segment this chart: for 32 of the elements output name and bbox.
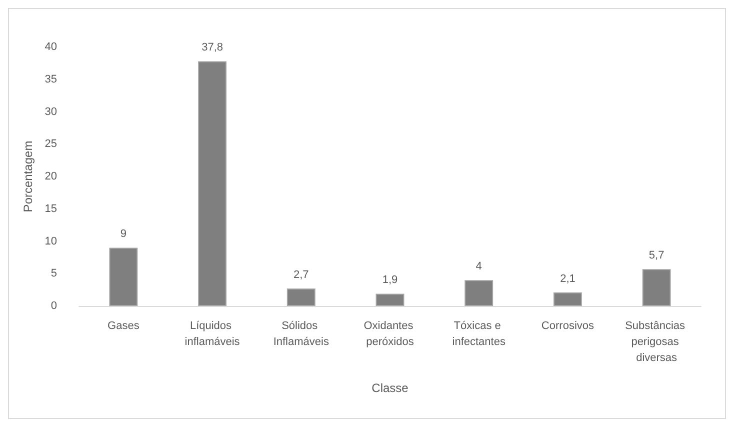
x-tick-label: Tóxicas e infectantes xyxy=(452,320,506,348)
bar xyxy=(286,288,316,306)
y-axis-title: Porcentagem xyxy=(20,140,35,212)
data-label: 4 xyxy=(476,260,482,273)
bar xyxy=(376,294,404,306)
y-tick-label: 5 xyxy=(50,268,57,280)
data-label: 37,8 xyxy=(202,42,223,54)
x-tick-label: Substâncias perigosas diversas xyxy=(625,320,688,364)
y-tick-label: 15 xyxy=(44,202,57,215)
y-tick-label: 40 xyxy=(44,41,57,53)
data-label: 5,7 xyxy=(648,250,664,262)
y-tick-label: 10 xyxy=(44,235,57,248)
bar xyxy=(553,292,582,306)
data-label: 9 xyxy=(120,228,126,240)
bar xyxy=(198,61,227,306)
x-tick-label: Sólidos Inflamáveis xyxy=(273,320,330,348)
y-tick-label: 25 xyxy=(44,138,57,150)
y-tick-label: 0 xyxy=(50,300,57,312)
x-tick-label: Líquidos inflamáveis xyxy=(184,320,240,348)
x-axis-title: Classe xyxy=(372,381,409,395)
bar xyxy=(642,269,671,306)
y-tick-label: 35 xyxy=(44,73,57,86)
data-label: 2,7 xyxy=(293,269,309,282)
data-label: 1,9 xyxy=(382,274,398,286)
y-tick-label: 30 xyxy=(44,106,57,118)
bar xyxy=(464,280,494,306)
x-tick-label: Corrosivos xyxy=(541,320,594,332)
bar xyxy=(109,248,138,306)
y-tick-label: 20 xyxy=(44,170,57,182)
x-tick-label: Oxidantes peróxidos xyxy=(364,320,416,348)
x-tick-label: Gases xyxy=(108,320,140,332)
data-label: 2,1 xyxy=(560,272,576,285)
